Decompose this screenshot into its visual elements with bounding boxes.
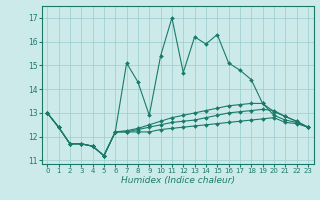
X-axis label: Humidex (Indice chaleur): Humidex (Indice chaleur)	[121, 176, 235, 185]
